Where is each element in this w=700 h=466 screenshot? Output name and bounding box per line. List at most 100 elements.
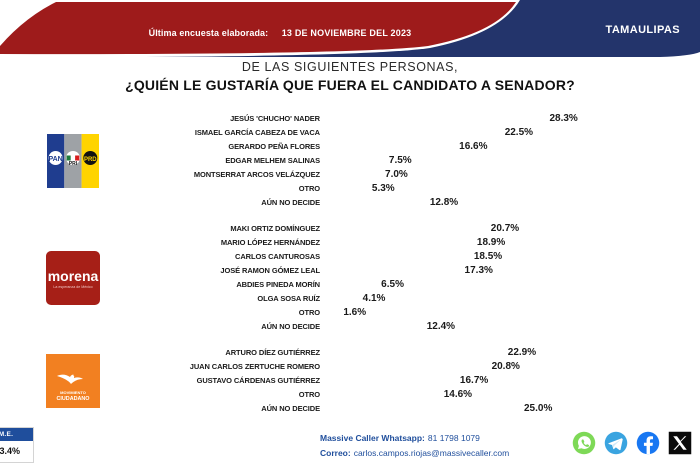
email-address[interactable]: carlos.campos.riojas@massivecaller.com bbox=[353, 448, 510, 458]
last-poll-date: 13 DE NOVIEMBRE DEL 2023 bbox=[281, 28, 412, 38]
bar-label: OTRO bbox=[298, 184, 320, 193]
state-name: TAMAULIPAS bbox=[605, 24, 680, 36]
bar-row: OTRO 14.6% bbox=[0, 388, 700, 401]
bar-label: OLGA SOSA RUÍZ bbox=[257, 294, 320, 303]
x-twitter-icon[interactable] bbox=[668, 431, 692, 455]
bar-track bbox=[326, 293, 358, 303]
svg-text:PRI: PRI bbox=[69, 161, 78, 167]
bar-value: 22.5% bbox=[504, 127, 534, 138]
bar-value: 16.6% bbox=[459, 141, 488, 152]
bar-row: GERARDO PEÑA FLORES 16.6% bbox=[0, 140, 700, 153]
bar-track bbox=[326, 141, 454, 151]
bar-value: 17.3% bbox=[464, 265, 493, 276]
header-shape bbox=[0, 0, 700, 58]
bar-row: GUSTAVO CÁRDENAS GUTIÉRREZ 16.7% bbox=[0, 374, 700, 387]
bar-track bbox=[326, 155, 384, 165]
header-banner: Última encuesta elaborada: 13 DE NOVIEMB… bbox=[0, 0, 700, 58]
bar-value: 25.0% bbox=[524, 403, 553, 414]
bar-row: OTRO 5.3% bbox=[0, 182, 700, 195]
bar-label: ABDIES PINEDA MORÍN bbox=[236, 280, 320, 289]
svg-text:PRD: PRD bbox=[84, 157, 97, 163]
bar-row: AÚN NO DECIDE 12.8% bbox=[0, 196, 700, 209]
bar-label: GERARDO PEÑA FLORES bbox=[228, 142, 320, 151]
bar-row: MAKI ORTIZ DOMÍNGUEZ 20.7% bbox=[0, 222, 700, 235]
bar-row: OLGA SOSA RUÍZ 4.1% bbox=[0, 292, 700, 305]
bar-row: EDGAR MELHEM SALINAS 7.5% bbox=[0, 154, 700, 167]
email-line: Correo: carlos.campos.riojas@massivecalle… bbox=[320, 445, 509, 460]
bar-label: ARTURO DÍEZ GUTIÉRREZ bbox=[225, 348, 320, 357]
party-group-pan-pri-prd: PAN PRI PRD JESÚS 'CHUCHO' NADER 28.3% ISMAEL… bbox=[0, 112, 700, 210]
page-title: DE LAS SIGUIENTES PERSONAS, ¿QUIÉN LE GU… bbox=[0, 60, 700, 93]
whatsapp-number[interactable]: 81 1798 1079 bbox=[427, 433, 480, 443]
bar-row: MARIO LÓPEZ HERNÁNDEZ 18.9% bbox=[0, 236, 700, 249]
moe-value: ± 3.4% bbox=[0, 446, 20, 456]
pan-pri-prd-logo: PAN PRI PRD bbox=[44, 132, 102, 190]
whatsapp-icon[interactable] bbox=[572, 431, 596, 455]
bar-track bbox=[326, 127, 500, 137]
bar-value: 18.5% bbox=[473, 251, 503, 262]
bar-track bbox=[326, 403, 519, 413]
bar-value: 7.0% bbox=[385, 169, 408, 180]
bar-track bbox=[326, 347, 503, 357]
margin-of-error-box: M.E. ± 3.4% bbox=[0, 427, 34, 463]
whatsapp-line: Massive Caller Whatsapp: 81 1798 1079 bbox=[320, 430, 509, 445]
bar-label: ISMAEL GARCÍA CABEZA DE VACA bbox=[194, 128, 320, 137]
bar-track bbox=[326, 169, 380, 179]
moe-header: M.E. bbox=[0, 428, 33, 441]
bar-label: JUAN CARLOS ZERTUCHE ROMERO bbox=[189, 362, 320, 371]
header-date-row: Última encuesta elaborada: 13 DE NOVIEMB… bbox=[0, 23, 560, 41]
telegram-icon[interactable] bbox=[604, 431, 628, 455]
svg-text:PAN: PAN bbox=[48, 156, 62, 163]
poll-chart: PAN PRI PRD JESÚS 'CHUCHO' NADER 28.3% ISMAEL… bbox=[0, 112, 700, 414]
title-mainline: ¿QUIÉN LE GUSTARÍA QUE FUERA EL CANDIDAT… bbox=[125, 77, 575, 93]
bar-row: ARTURO DÍEZ GUTIÉRREZ 22.9% bbox=[0, 346, 700, 359]
pan-pri-prd-logo: PAN PRI PRD bbox=[47, 134, 99, 188]
bar-row: JOSÉ RAMON GÓMEZ LEAL 17.3% bbox=[0, 264, 700, 277]
bar-row: MONTSERRAT ARCOS VELÁZQUEZ 7.0% bbox=[0, 168, 700, 181]
bar-value: 18.9% bbox=[476, 237, 506, 248]
bar-rows: MAKI ORTIZ DOMÍNGUEZ 20.7% MARIO LÓPEZ HER… bbox=[0, 222, 700, 334]
bar-track bbox=[326, 375, 455, 385]
bar-value: 7.5% bbox=[388, 155, 412, 166]
bar-row: ISMAEL GARCÍA CABEZA DE VACA 22.5% bbox=[0, 126, 700, 139]
bar-row: JUAN CARLOS ZERTUCHE ROMERO 20.8% bbox=[0, 360, 700, 373]
bar-value: 20.8% bbox=[491, 361, 520, 372]
footer: Massive Caller Whatsapp: 81 1798 1079 Cor… bbox=[0, 422, 700, 466]
bar-value: 12.8% bbox=[429, 197, 459, 208]
bar-row: AÚN NO DECIDE 12.4% bbox=[0, 320, 700, 333]
bar-row: JESÚS 'CHUCHO' NADER 28.3% bbox=[0, 112, 700, 125]
bar-value: 28.3% bbox=[549, 113, 578, 124]
social-links bbox=[572, 431, 692, 455]
bar-track bbox=[326, 237, 472, 247]
bar-value: 5.3% bbox=[371, 183, 395, 194]
bar-track bbox=[326, 223, 486, 233]
facebook-icon[interactable] bbox=[636, 431, 660, 455]
email-label: Correo: bbox=[320, 448, 351, 458]
bar-track bbox=[326, 183, 367, 193]
bar-label: OTRO bbox=[298, 390, 320, 399]
bar-label: AÚN NO DECIDE bbox=[261, 322, 320, 331]
bar-track bbox=[326, 251, 469, 261]
bar-label: JOSÉ RAMON GÓMEZ LEAL bbox=[220, 266, 320, 275]
bar-value: 12.4% bbox=[426, 321, 456, 332]
bar-label: JESÚS 'CHUCHO' NADER bbox=[230, 114, 320, 123]
bar-track bbox=[326, 197, 425, 207]
bar-value: 6.5% bbox=[381, 279, 404, 290]
bar-rows: ARTURO DÍEZ GUTIÉRREZ 22.9% JUAN CARLOS ZE… bbox=[0, 346, 700, 416]
whatsapp-label: Massive Caller Whatsapp: bbox=[320, 433, 425, 443]
bar-label: AÚN NO DECIDE bbox=[261, 198, 320, 207]
bar-value: 20.7% bbox=[490, 223, 520, 234]
party-group-morena: morena La esperanza de México MAKI ORTIZ D… bbox=[0, 222, 700, 334]
bar-rows: JESÚS 'CHUCHO' NADER 28.3% ISMAEL GARCÍA C… bbox=[0, 112, 700, 210]
bar-label: GUSTAVO CÁRDENAS GUTIÉRREZ bbox=[196, 376, 320, 385]
bar-row: ABDIES PINEDA MORÍN 6.5% bbox=[0, 278, 700, 291]
bar-value: 1.6% bbox=[343, 307, 367, 318]
bar-row: AÚN NO DECIDE 25.0% bbox=[0, 402, 700, 415]
svg-text:CIUDADANO: CIUDADANO bbox=[57, 396, 90, 402]
bar-value: 16.7% bbox=[459, 375, 489, 386]
bar-label: MAKI ORTIZ DOMÍNGUEZ bbox=[230, 224, 320, 233]
bar-label: EDGAR MELHEM SALINAS bbox=[225, 156, 320, 165]
